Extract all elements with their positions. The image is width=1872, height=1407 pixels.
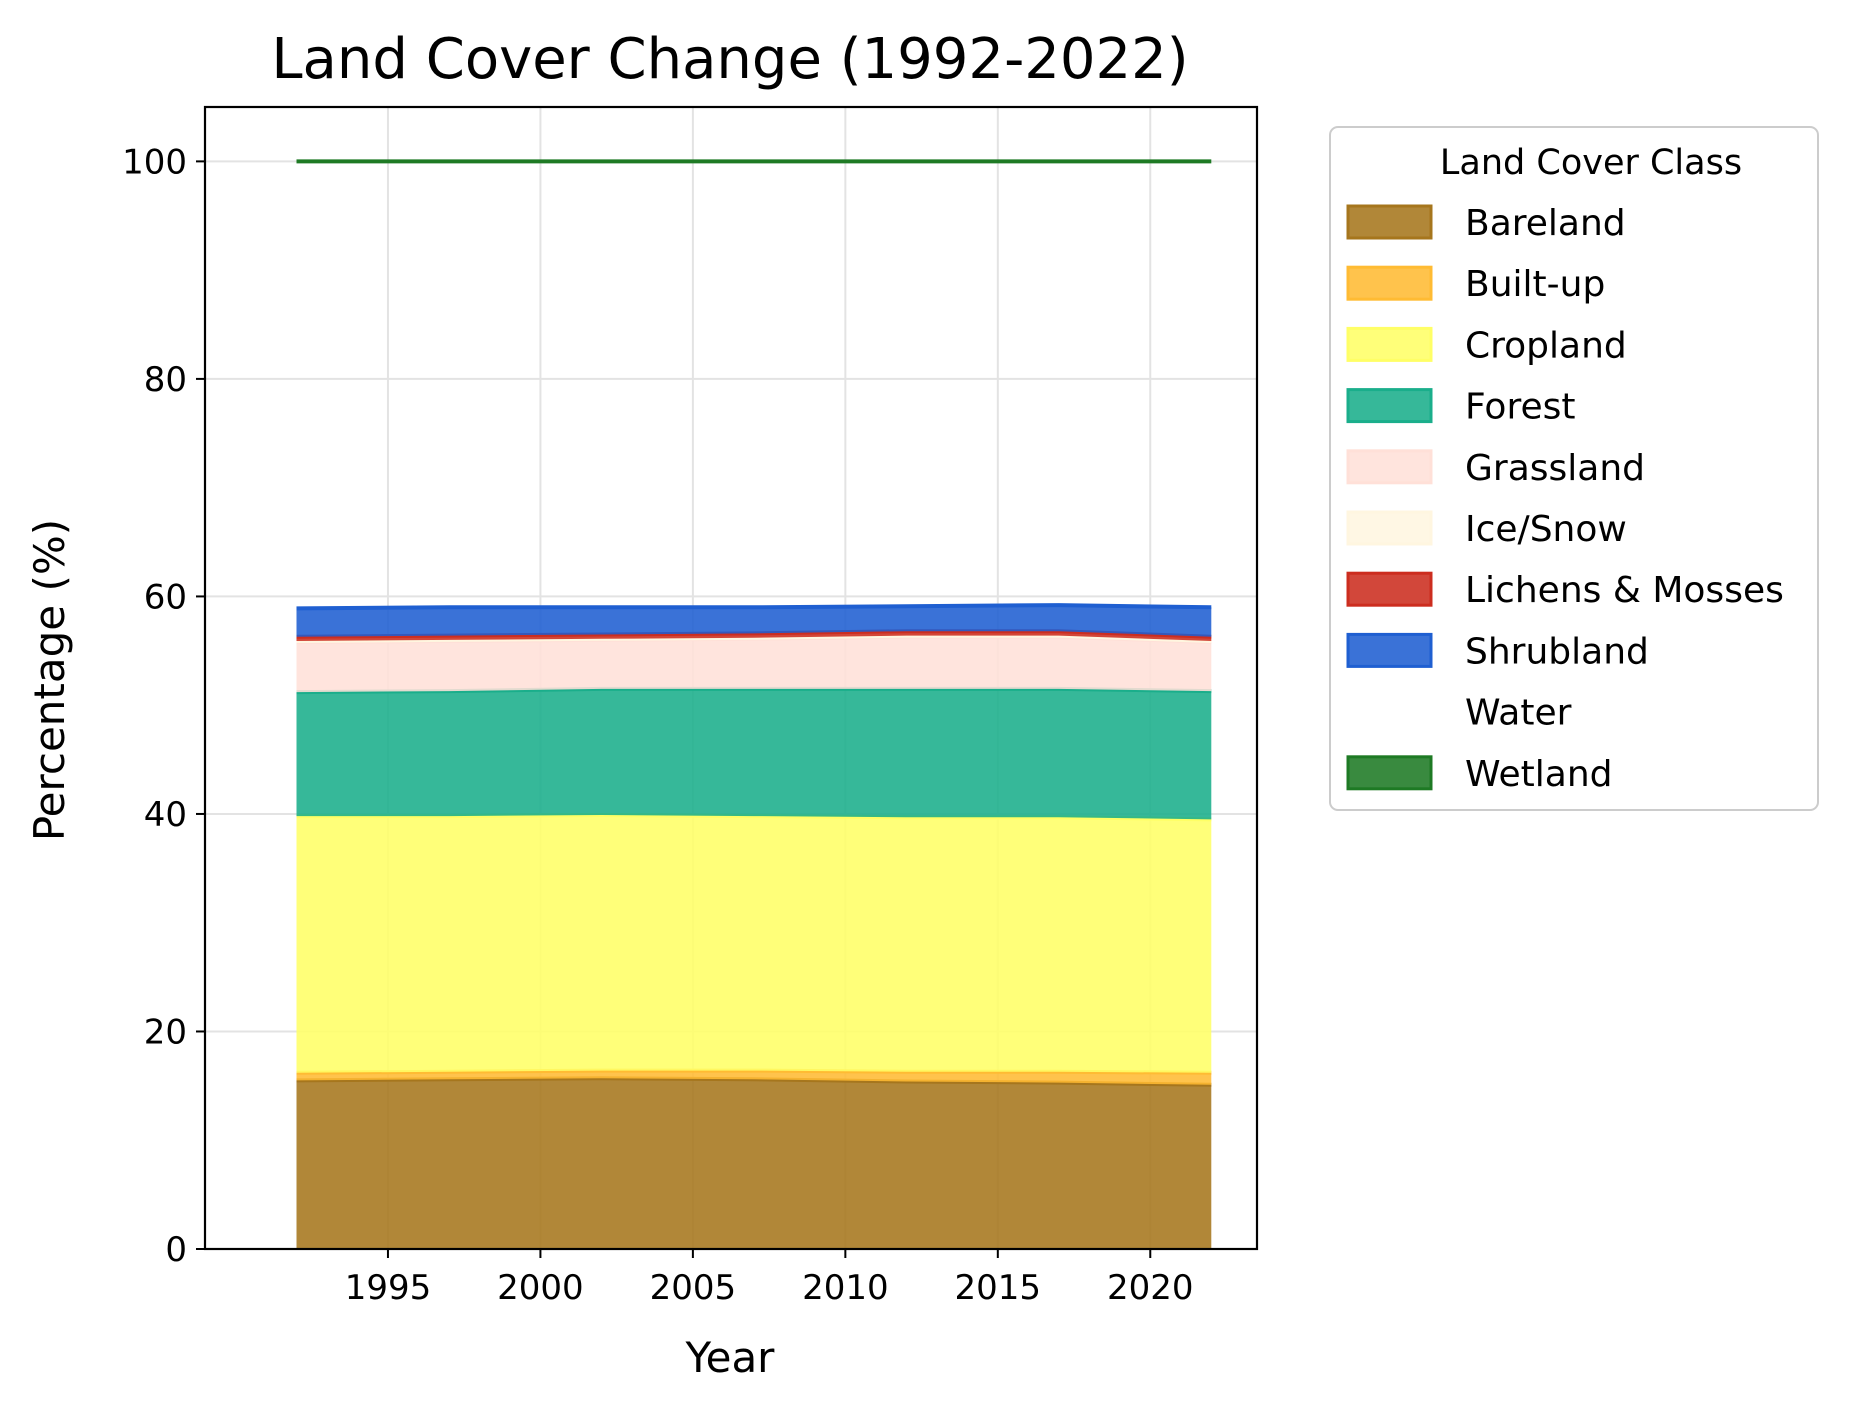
- y-tick-label: 60: [144, 577, 187, 617]
- x-tick-label: 1995: [345, 1268, 432, 1308]
- legend-label-built-up: Built-up: [1465, 264, 1605, 305]
- y-tick-label: 80: [144, 360, 187, 400]
- x-tick-label: 2010: [802, 1268, 889, 1308]
- x-axis-label: Year: [685, 1333, 776, 1382]
- x-tick-label: 2000: [497, 1268, 584, 1308]
- area-shrubland: [296, 605, 1212, 637]
- legend: Land Cover Class Bareland Built-up Croplan…: [1329, 126, 1819, 811]
- legend-frame: [1329, 126, 1819, 811]
- legend-label-lichens-mosses: Lichens & Mosses: [1465, 570, 1784, 611]
- legend-label-cropland: Cropland: [1465, 325, 1627, 366]
- area-cropland: [296, 815, 1212, 1073]
- legend-label-wetland: Wetland: [1465, 754, 1612, 795]
- plot-frame: [203, 105, 1259, 1251]
- legend-title: Land Cover Class: [1440, 143, 1742, 183]
- y-tick-label: 20: [144, 1012, 187, 1052]
- y-tick-label: 100: [122, 142, 187, 182]
- legend-label-forest: Forest: [1465, 387, 1575, 428]
- y-axis: 0 20 40 60 80 100: [122, 142, 205, 1270]
- legend-swatch-ice-snow: [1346, 510, 1433, 546]
- x-axis: 1995 2000 2005 2010 2015 2020: [345, 1249, 1194, 1308]
- chart-title: Land Cover Change (1992-2022): [271, 27, 1188, 92]
- area-grassland: [296, 636, 1212, 693]
- legend-swatch-forest: [1346, 388, 1433, 424]
- area-bareland: [296, 1078, 1212, 1249]
- y-tick-label: 0: [165, 1230, 187, 1270]
- x-tick-label: 2005: [650, 1268, 737, 1308]
- legend-swatch-shrubland: [1346, 632, 1433, 668]
- x-tick-label: 2015: [955, 1268, 1042, 1308]
- legend-label-bareland: Bareland: [1465, 203, 1626, 244]
- x-tick-label: 2020: [1107, 1268, 1194, 1308]
- legend-label-water: Water: [1465, 693, 1572, 734]
- y-tick-label: 40: [144, 795, 187, 835]
- area-forest: [296, 688, 1212, 820]
- y-axis-label: Percentage (%): [25, 519, 74, 841]
- legend-label-shrubland: Shrubland: [1465, 631, 1649, 672]
- legend-swatch-built-up: [1346, 265, 1433, 301]
- area-built-up: [296, 1070, 1212, 1085]
- legend-swatch-lichens-mosses: [1346, 571, 1433, 607]
- area-series: [296, 159, 1212, 1249]
- legend-swatch-wetland: [1346, 755, 1433, 791]
- area-lichens-mosses: [296, 631, 1212, 641]
- legend-swatch-grassland: [1346, 449, 1433, 485]
- legend-label-grassland: Grassland: [1465, 448, 1645, 489]
- legend-label-ice-snow: Ice/Snow: [1465, 509, 1627, 550]
- legend-swatch-cropland: [1346, 326, 1433, 362]
- legend-swatch-bareland: [1346, 204, 1433, 240]
- area-edge-shrubland: [296, 603, 1212, 611]
